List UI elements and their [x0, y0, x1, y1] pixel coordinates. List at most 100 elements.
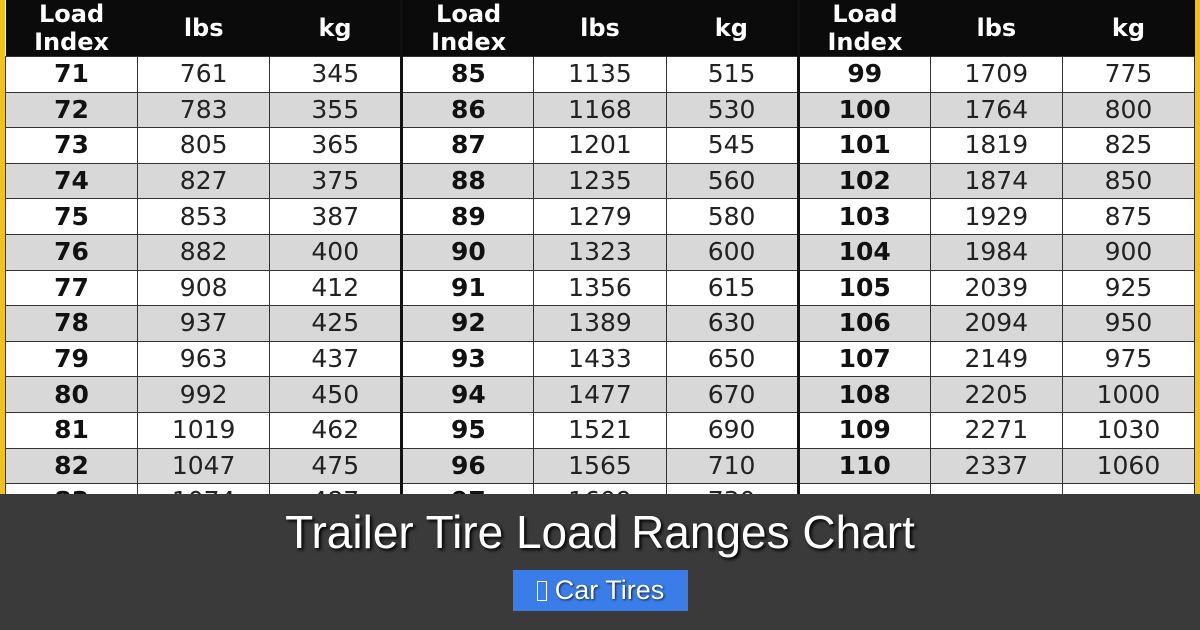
lbs-cell: 908	[137, 269, 271, 307]
table-row: 80 992 450 94 1477 670 108 2205 1000	[4, 376, 1196, 413]
load-index-cell: 73	[4, 127, 139, 164]
category-badge[interactable]: Car Tires	[513, 570, 688, 611]
page-title: Trailer Tire Load Ranges Chart	[285, 506, 915, 558]
load-index-cell: 102	[796, 162, 931, 200]
table-row: 78 937 425 92 1389 630 106 2094 950	[4, 305, 1196, 342]
lbs-cell: 2205	[929, 376, 1063, 413]
lbs-cell: 1389	[533, 305, 667, 342]
column-header: lbs	[533, 0, 667, 57]
table-row: 77 908 412 91 1356 615 105 2039 925	[4, 269, 1196, 307]
kg-cell: 580	[665, 198, 799, 235]
column-header: lbs	[137, 0, 270, 57]
table-row: 71 761 345 85 1135 515 99 1709 775	[4, 56, 1196, 93]
load-index-cell: 107	[796, 340, 931, 378]
kg-cell: 355	[269, 91, 403, 129]
load-index-cell: 86	[400, 91, 535, 129]
load-index-cell: 76	[4, 233, 139, 271]
kg-cell: 412	[269, 269, 403, 307]
kg-cell: 630	[665, 305, 799, 342]
lbs-cell: 1279	[533, 198, 667, 235]
load-index-cell: 108	[796, 376, 931, 413]
load-index-cell: 89	[400, 198, 535, 235]
lbs-cell: 1433	[533, 340, 667, 378]
lbs-cell: 827	[137, 162, 271, 200]
table-row: 82 1047 475 96 1565 710 110 2337 1060	[4, 447, 1196, 485]
lbs-cell: 1874	[929, 162, 1063, 200]
column-header: kg	[666, 0, 799, 57]
kg-cell: 800	[1061, 91, 1196, 129]
lbs-cell: 1477	[533, 376, 667, 413]
kg-cell: 450	[269, 376, 403, 413]
kg-cell: 365	[269, 127, 403, 164]
lbs-cell: 1565	[533, 447, 667, 485]
load-index-cell: 78	[4, 305, 139, 342]
kg-cell: 400	[269, 233, 403, 271]
load-index-cell: 87	[400, 127, 535, 164]
kg-cell: 437	[269, 340, 403, 378]
column-header: kg	[1062, 0, 1195, 57]
table-row: 76 882 400 90 1323 600 104 1984 900	[4, 233, 1196, 271]
column-header: Load Index	[796, 0, 931, 57]
load-index-cell: 109	[796, 411, 931, 449]
lbs-cell: 783	[137, 91, 271, 129]
kg-cell: 775	[1061, 56, 1196, 93]
kg-cell: 850	[1061, 162, 1196, 200]
lbs-cell: 1521	[533, 411, 667, 449]
kg-cell: 950	[1061, 305, 1196, 342]
kg-cell: 475	[269, 447, 403, 485]
load-index-cell: 93	[400, 340, 535, 378]
load-index-cell: 106	[796, 305, 931, 342]
lbs-cell: 2271	[929, 411, 1063, 449]
lbs-cell: 1201	[533, 127, 667, 164]
kg-cell: 425	[269, 305, 403, 342]
load-index-cell: 94	[400, 376, 535, 413]
kg-cell: 650	[665, 340, 799, 378]
load-index-cell: 103	[796, 198, 931, 235]
lbs-cell: 1819	[929, 127, 1063, 164]
kg-cell: 515	[665, 56, 799, 93]
lbs-cell: 2149	[929, 340, 1063, 378]
table-row: 72 783 355 86 1168 530 100 1764 800	[4, 91, 1196, 129]
lbs-cell: 1019	[137, 411, 271, 449]
table-row: 73 805 365 87 1201 545 101 1819 825	[4, 127, 1196, 164]
lbs-cell: 805	[137, 127, 271, 164]
lbs-cell: 1168	[533, 91, 667, 129]
lbs-cell: 992	[137, 376, 271, 413]
lbs-cell: 853	[137, 198, 271, 235]
load-index-cell: 100	[796, 91, 931, 129]
kg-cell: 1030	[1061, 411, 1196, 449]
category-label: Car Tires	[554, 575, 665, 605]
table-row: 79 963 437 93 1433 650 107 2149 975	[4, 340, 1196, 378]
load-index-cell: 90	[400, 233, 535, 271]
table-row: 75 853 387 89 1279 580 103 1929 875	[4, 198, 1196, 235]
load-index-cell: 91	[400, 269, 535, 307]
lbs-cell: 1929	[929, 198, 1063, 235]
table-row: 74 827 375 88 1235 560 102 1874 850	[4, 162, 1196, 200]
kg-cell: 387	[269, 198, 403, 235]
folder-icon	[536, 580, 547, 601]
kg-cell: 925	[1061, 269, 1196, 307]
table-row: 81 1019 462 95 1521 690 109 2271 1030	[4, 411, 1196, 449]
kg-cell: 1060	[1061, 447, 1196, 485]
kg-cell: 560	[665, 162, 799, 200]
lbs-cell: 937	[137, 305, 271, 342]
load-index-cell: 96	[400, 447, 535, 485]
load-index-table: Load Index lbs kg Load Index lbs kg Load Index…	[4, 0, 1196, 520]
kg-cell: 825	[1061, 127, 1196, 164]
lbs-cell: 1135	[533, 56, 667, 93]
kg-cell: 1000	[1061, 376, 1196, 413]
kg-cell: 900	[1061, 233, 1196, 271]
kg-cell: 710	[665, 447, 799, 485]
load-index-cell: 110	[796, 447, 931, 485]
kg-cell: 375	[269, 162, 403, 200]
lbs-cell: 1709	[929, 56, 1063, 93]
column-header: Load Index	[400, 0, 534, 57]
lbs-cell: 2039	[929, 269, 1063, 307]
load-index-cell: 101	[796, 127, 931, 164]
column-header: Load Index	[5, 0, 138, 57]
load-index-cell: 80	[4, 376, 139, 413]
lbs-cell: 1356	[533, 269, 667, 307]
kg-cell: 690	[665, 411, 799, 449]
kg-cell: 615	[665, 269, 799, 307]
load-index-cell: 71	[4, 56, 139, 93]
